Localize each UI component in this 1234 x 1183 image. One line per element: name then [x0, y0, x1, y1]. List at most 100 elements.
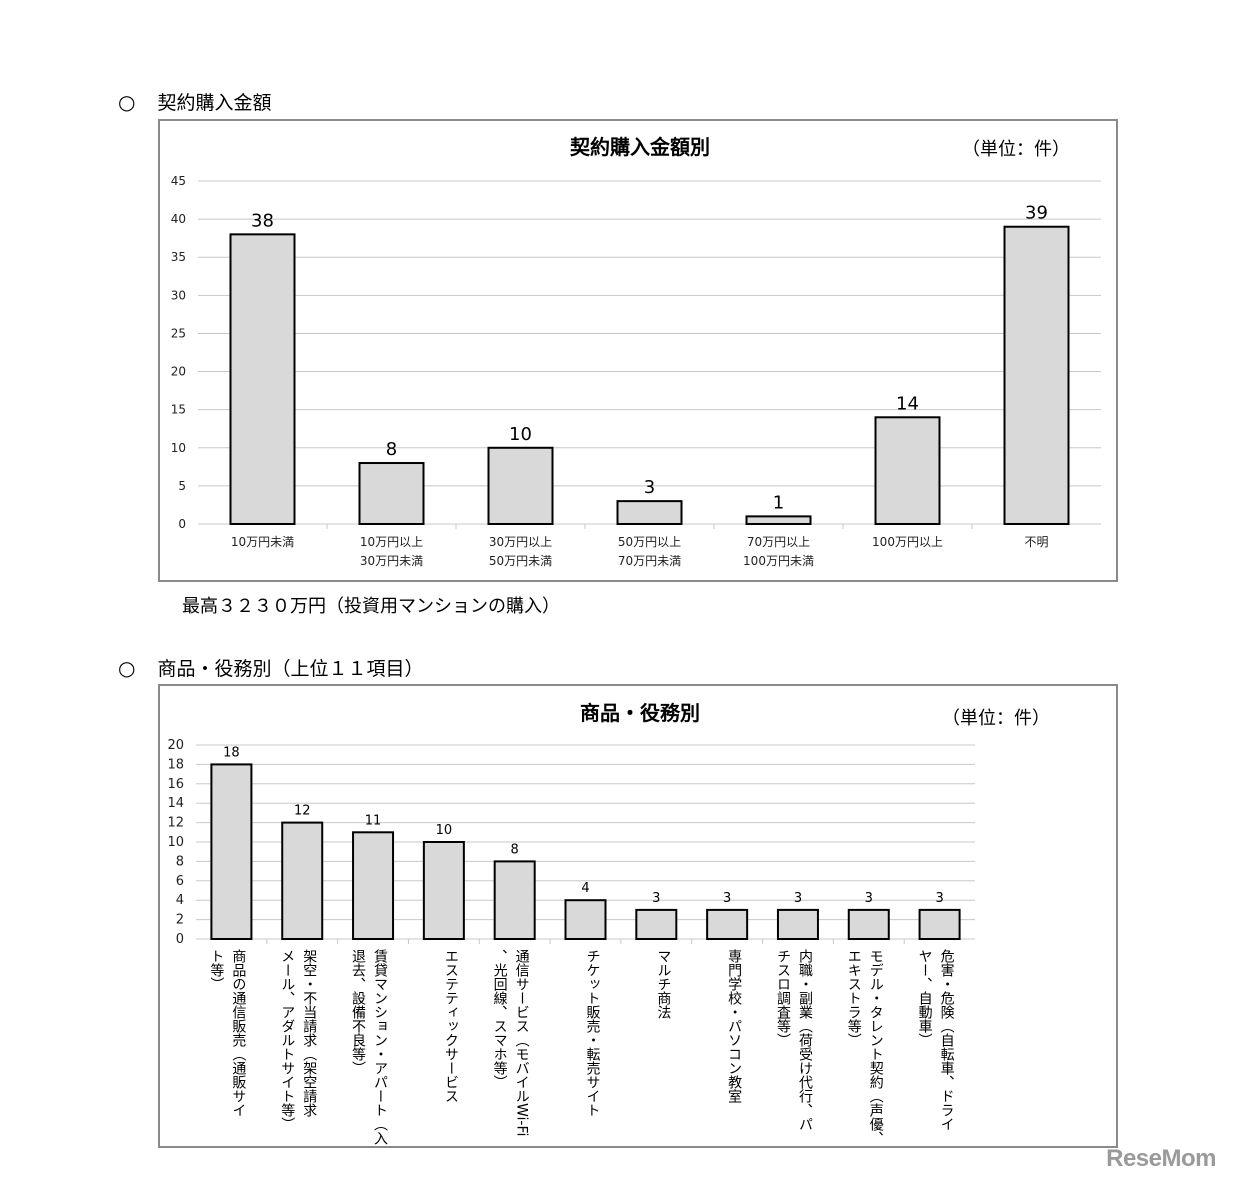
x-tick-label-line: エステティックサービス: [443, 949, 459, 1103]
data-label: 12: [294, 804, 311, 819]
x-tick-label: チケット販売・転売サイト: [585, 949, 601, 1117]
x-tick-label: マルチ商法: [655, 949, 671, 1019]
y-tick-label: 18: [167, 757, 184, 772]
y-tick-label: 15: [171, 403, 186, 417]
x-tick-label-line: 商品の通信販売（通販サイ: [230, 949, 246, 1117]
x-tick-label-line: マルチ商法: [655, 949, 671, 1019]
x-tick-label: 50万円以上: [618, 535, 681, 549]
x-tick-label-line: 内職・副業（荷受け代行、パ: [797, 949, 813, 1131]
section1-heading: ○ 契約購入金額: [118, 88, 271, 115]
y-tick-label: 30: [171, 288, 186, 302]
x-tick-label: 70万円未満: [618, 554, 681, 568]
bar: [352, 831, 395, 940]
bar: [210, 763, 253, 941]
bar: [847, 908, 890, 940]
data-label: 8: [386, 439, 397, 460]
y-tick-label: 4: [176, 893, 184, 908]
x-tick-label-line: 、光回線、スマホ等）: [492, 949, 508, 1089]
chart-title: 商品・役務別: [580, 701, 700, 725]
x-tick-label-line: 専門学校・パソコン教室: [726, 949, 742, 1103]
data-label: 3: [794, 891, 802, 906]
bar: [281, 821, 324, 941]
y-tick-label: 10: [171, 441, 186, 455]
y-tick-label: 0: [176, 932, 184, 947]
data-label: 3: [723, 891, 731, 906]
bar: [918, 908, 961, 940]
x-tick-label-line: チスロ調査等）: [775, 949, 791, 1047]
bar: [493, 860, 536, 940]
x-tick-label-line: 賃貸マンション・アパート（入: [372, 949, 388, 1145]
data-label: 18: [223, 745, 240, 760]
data-label: 1: [773, 492, 784, 513]
bar: [487, 446, 554, 525]
y-tick-label: 40: [171, 212, 186, 226]
y-tick-label: 12: [167, 816, 184, 831]
bar: [776, 908, 819, 940]
y-tick-label: 35: [171, 250, 186, 264]
resemom-logo: ReseMom: [1106, 1145, 1216, 1172]
y-tick-label: 14: [167, 796, 184, 811]
x-tick-label: 30万円以上: [489, 535, 552, 549]
y-tick-label: 10: [167, 835, 184, 850]
chart1-svg: 契約購入金額別 （単位：件） 0 5 10 15 20 25 30 35 40 45 38 10万円未満 8…: [171, 135, 1101, 568]
x-tick-label: 専門学校・パソコン教室: [726, 949, 742, 1103]
data-label: 10: [436, 823, 453, 838]
y-tick-label: 5: [178, 479, 186, 493]
chart-unit-label: （単位：件）: [942, 708, 1050, 729]
section2-heading: ○ 商品・役務別（上位１１項目）: [118, 654, 423, 681]
x-tick-label: エステティックサービス: [443, 949, 459, 1103]
x-tick-label-line: ト等）: [208, 949, 224, 991]
x-tick-label: 通信サービス（モバイルWi-Fi 、光回線、スマホ等）: [492, 949, 530, 1136]
x-tick-label-line: 危害・危険（自転車、ドライ: [939, 949, 955, 1131]
x-tick-label: 100万円以上: [872, 535, 943, 549]
x-tick-label-line: チケット販売・転売サイト: [585, 949, 601, 1117]
bar: [635, 908, 678, 940]
x-tick-label: 10万円以上: [360, 535, 423, 549]
data-label: 39: [1025, 203, 1048, 224]
y-tick-label: 20: [171, 365, 186, 379]
x-tick-label: 賃貸マンション・アパート（入退去、設備不良等）: [350, 949, 388, 1145]
y-tick-label: 25: [171, 326, 186, 340]
x-tick-label-line: 通信サービス（モバイルWi-Fi: [514, 949, 530, 1136]
data-label: 11: [365, 813, 382, 828]
x-tick-label: モデル・タレント契約（声優、エキストラ等）: [846, 949, 884, 1145]
x-tick-label-line: エキストラ等）: [846, 949, 862, 1047]
section1-heading-text: 契約購入金額: [157, 92, 272, 114]
bar: [564, 899, 607, 940]
x-tick-label-line: ヤー、自動車）: [917, 949, 933, 1047]
bar: [745, 515, 812, 525]
x-tick-label: 100万円未満: [743, 554, 814, 568]
x-tick-label: 10万円未満: [231, 535, 294, 549]
y-tick-label: 45: [171, 174, 186, 188]
bar: [422, 841, 465, 940]
data-label: 10: [509, 424, 532, 445]
bar: [358, 462, 425, 525]
y-tick-label: 16: [167, 777, 184, 792]
data-label: 4: [581, 881, 589, 896]
bar: [616, 500, 683, 525]
chart-title: 契約購入金額別: [569, 135, 710, 159]
chart2-svg: 商品・役務別 （単位：件） 0 2 4 6 8 10 12 14 16 18 20 18 商品の通信販売（通…: [167, 701, 1050, 1145]
data-label: 3: [865, 891, 873, 906]
section1-note: 最高３２３０万円（投資用マンションの購入）: [182, 596, 560, 617]
data-label: 8: [511, 842, 519, 857]
y-tick-label: 20: [167, 738, 184, 753]
bar: [706, 908, 749, 940]
data-label: 3: [644, 477, 655, 498]
chart1-frame: 契約購入金額別 （単位：件） 0 5 10 15 20 25 30 35 40 45 38 10万円未満 8…: [158, 119, 1118, 582]
x-tick-label-line: 架空・不当請求（架空請求: [301, 949, 317, 1117]
x-tick-label-line: メール、アダルトサイト等）: [279, 949, 295, 1131]
x-tick-label: 不明: [1024, 535, 1048, 549]
circle-bullet-icon: ○: [118, 90, 136, 114]
data-label: 14: [896, 393, 919, 414]
y-tick-label: 0: [178, 517, 186, 531]
x-tick-label-line: 退去、設備不良等）: [350, 949, 366, 1075]
data-label: 3: [652, 891, 660, 906]
y-tick-label: 2: [176, 913, 184, 928]
data-label: 38: [251, 210, 274, 231]
x-tick-label: 50万円未満: [489, 554, 552, 568]
